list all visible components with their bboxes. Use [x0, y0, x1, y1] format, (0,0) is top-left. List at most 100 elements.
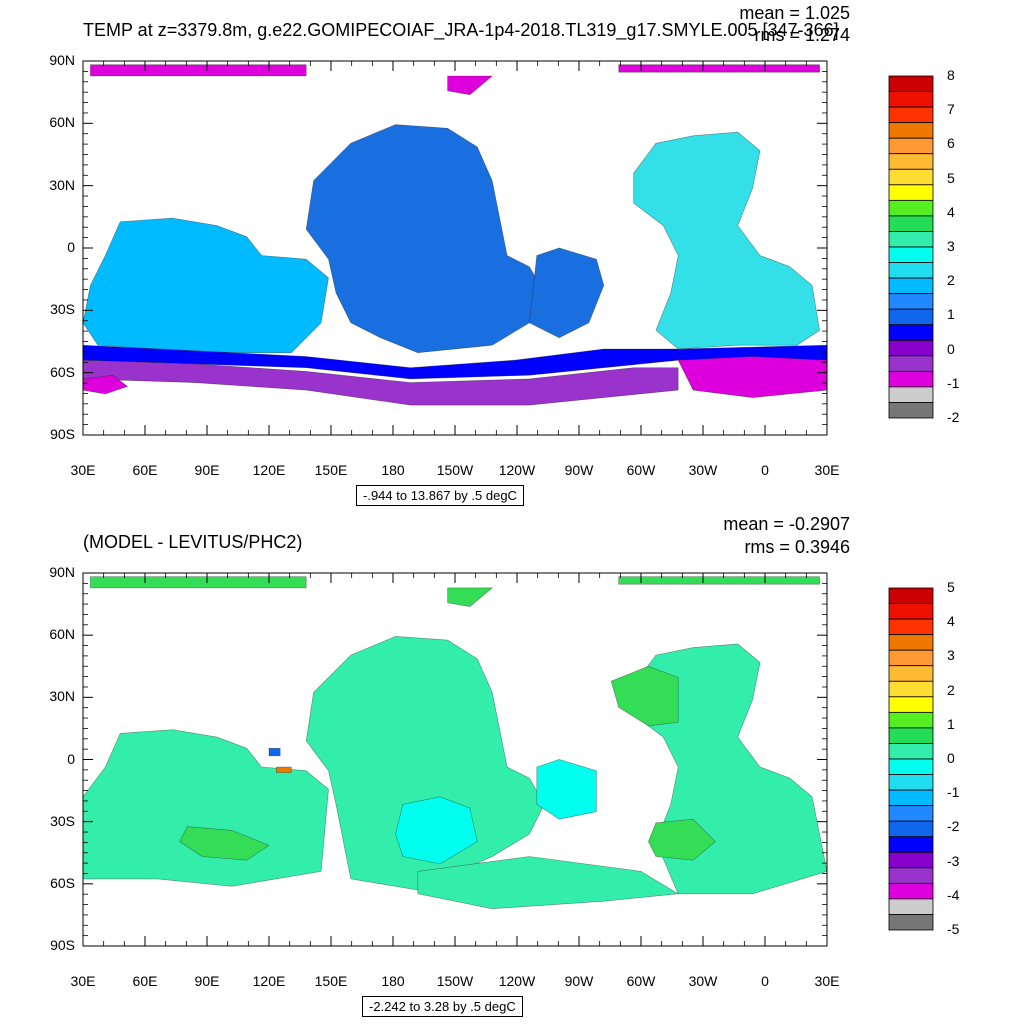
colorbar-segment [888, 711, 934, 729]
colorbar-label: 0 [947, 750, 955, 766]
colorbar-label: 2 [947, 272, 955, 289]
y-tick-label: 90S [50, 426, 75, 442]
colorbar-segment [888, 199, 934, 217]
panel-2-field-region [276, 766, 292, 773]
colorbar-segment [888, 743, 934, 760]
colorbar-label: -2 [947, 409, 960, 425]
colorbar-segment [888, 106, 934, 124]
colorbar-segment [888, 882, 934, 900]
x-tick-label: 120E [252, 462, 286, 478]
x-tick-label: 30E [814, 973, 840, 989]
colorbar-segment [888, 262, 934, 279]
y-tick-label: 30S [50, 301, 75, 318]
colorbar-label: 1 [947, 306, 955, 323]
colorbar-label: -1 [947, 374, 960, 391]
colorbar-segment [888, 603, 934, 620]
panel-2-field-region [618, 576, 820, 585]
colorbar-label: -3 [947, 852, 960, 869]
colorbar-label: 3 [947, 238, 955, 254]
colorbar-segment [888, 231, 934, 248]
colorbar-label: 5 [947, 579, 955, 595]
colorbar-segment [888, 758, 934, 775]
colorbar-segment [888, 680, 934, 698]
panel-1-field-region [618, 64, 820, 73]
x-tick-label: 90E [194, 973, 220, 989]
x-tick-label: 120W [498, 462, 536, 478]
panel-1-title: TEMP at z=3379.8m, g.e22.GOMIPECOIAF_JRA… [83, 20, 839, 40]
x-tick-label: 60E [132, 462, 158, 478]
panel-2-field-region [610, 665, 679, 727]
x-tick-label: 150W [436, 462, 474, 478]
panel-1-field-region [633, 131, 820, 350]
x-tick-label: 60E [132, 973, 158, 989]
colorbar-segment [888, 153, 934, 170]
y-tick-label: 30N [49, 688, 75, 705]
colorbar-segment [888, 820, 934, 838]
colorbar-segment [888, 370, 934, 388]
colorbar-segment [888, 293, 934, 310]
x-tick-label: 30E [814, 462, 840, 478]
panel-2-field-region [305, 636, 545, 891]
colorbar-segment [888, 75, 934, 92]
colorbar-segment [888, 634, 934, 651]
colorbar-label: -2 [947, 818, 960, 835]
x-tick-label: 30E [70, 462, 96, 478]
x-tick-label: 180 [381, 973, 405, 989]
colorbar-segment [888, 649, 934, 667]
x-tick-label: 0 [761, 462, 769, 478]
x-tick-label: 30W [688, 973, 718, 989]
colorbar-segment [888, 727, 934, 744]
x-tick-label: 150E [314, 462, 348, 478]
colorbar-segment [888, 184, 934, 201]
colorbar-label: 7 [947, 101, 955, 118]
panel-1-field-region [447, 75, 494, 96]
x-tick-label: 180 [381, 462, 405, 478]
x-tick-label: 90E [194, 462, 220, 478]
colorbar-segment [888, 246, 934, 263]
colorbar-label: 4 [947, 203, 955, 220]
x-tick-label: 60W [626, 462, 656, 478]
colorbar-label: 8 [947, 67, 955, 83]
colorbar-segment [888, 91, 934, 108]
colorbar-label: 6 [947, 135, 955, 152]
colorbar-label: 5 [947, 169, 955, 186]
panel-2-field-region [648, 818, 716, 861]
panel-1-map [82, 60, 934, 436]
panel-1-field-region [90, 64, 307, 77]
y-tick-label: 60S [50, 874, 75, 891]
y-tick-label: 30N [49, 176, 75, 193]
colorbar-label: 3 [947, 647, 955, 664]
colorbar-label: -1 [947, 784, 960, 801]
panel-1-field-region [82, 359, 679, 406]
y-tick-label: 0 [67, 239, 75, 255]
colorbar-segment [888, 277, 934, 295]
panel-2-field-region [536, 759, 597, 820]
panel-1-contour-info: -.944 to 13.867 by .5 degC [356, 485, 524, 506]
y-tick-label: 90N [49, 564, 75, 580]
panel-2-title: (MODEL - LEVITUS/PHC2) [83, 532, 303, 552]
colorbar-segment [888, 122, 934, 139]
colorbar-segment [888, 137, 934, 155]
colorbar-label: -4 [947, 886, 960, 903]
panel-1-field-region [529, 247, 605, 339]
x-tick-label: 0 [761, 973, 769, 989]
colorbar-segment [888, 805, 934, 822]
colorbar-segment [888, 168, 934, 186]
colorbar-segment [888, 308, 934, 326]
colorbar-segment [888, 696, 934, 713]
panel-2-contour-info: -2.242 to 3.28 by .5 degC [362, 996, 523, 1017]
y-tick-label: 60S [50, 363, 75, 380]
colorbar-segment [888, 774, 934, 791]
colorbar-segment [888, 402, 934, 419]
x-tick-label: 90W [564, 973, 594, 989]
x-tick-label: 30W [688, 462, 718, 478]
y-tick-label: 30S [50, 812, 75, 829]
panel-2-field-region [268, 747, 281, 757]
y-tick-label: 0 [67, 750, 75, 767]
colorbar-label: -5 [947, 921, 960, 937]
x-tick-label: 90W [564, 462, 594, 478]
colorbar-segment [888, 618, 934, 636]
colorbar-segment [888, 851, 934, 869]
colorbar-label: 4 [947, 613, 955, 630]
colorbar-label: 0 [947, 340, 955, 357]
